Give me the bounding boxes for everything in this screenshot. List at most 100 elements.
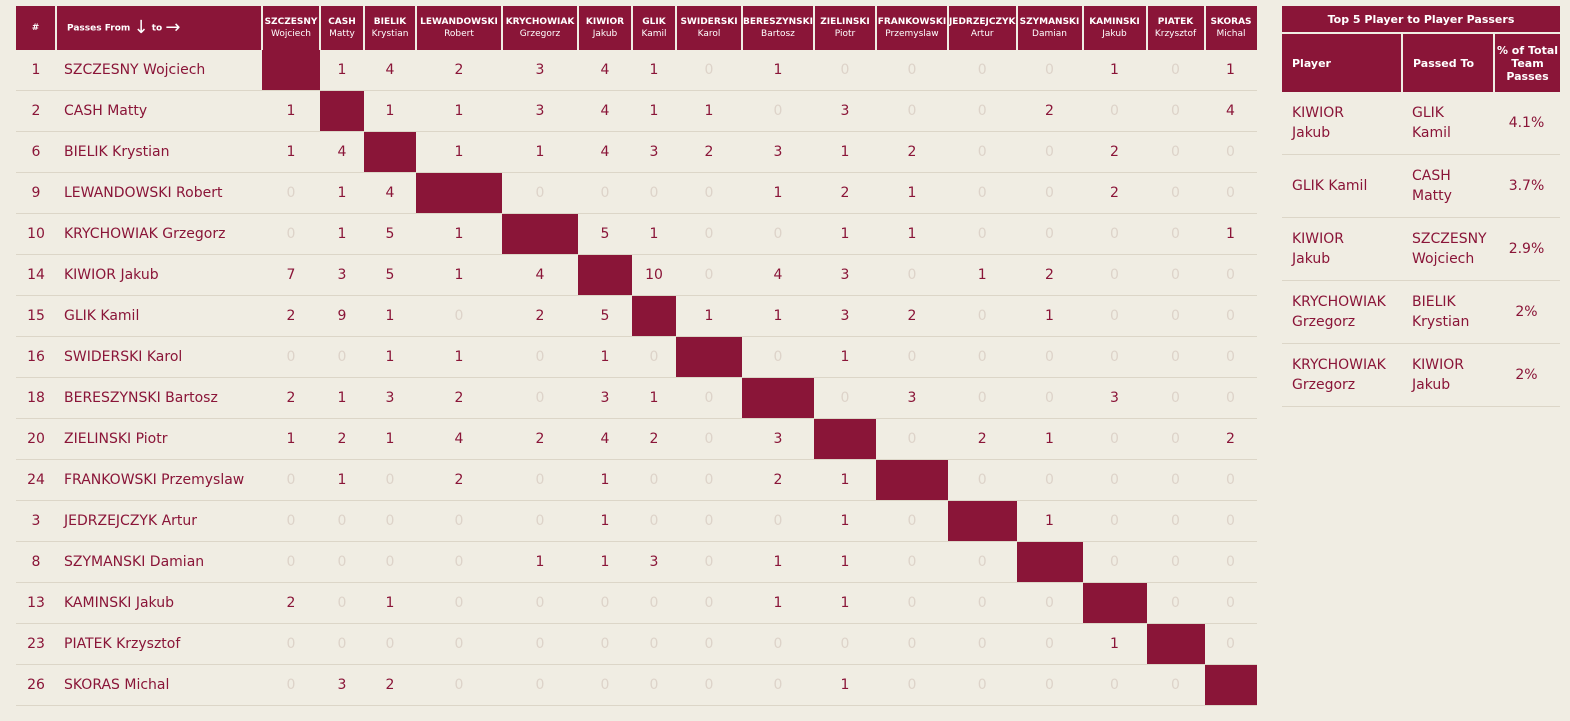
pass-count-cell: 0 [1082, 90, 1147, 132]
player-number: 9 [16, 172, 56, 214]
receiver-surname: ZIELINSKI [820, 17, 870, 27]
player-number: 18 [16, 377, 56, 419]
top5-passed-to: SZCZESNY Wojciech [1402, 217, 1494, 281]
pass-count-cell: 0 [742, 213, 814, 255]
passer-name: KAMINSKI Jakub [56, 582, 262, 624]
pass-count-cell: 0 [1016, 459, 1083, 501]
pass-count-cell: 2 [875, 131, 948, 173]
pass-count-cell: 0 [947, 541, 1017, 583]
passer-name: FRANKOWSKI Przemyslaw [56, 459, 262, 501]
pass-count-cell: 0 [1146, 131, 1205, 173]
pass-count-cell: 3 [875, 377, 948, 419]
pass-count-cell: 1 [1204, 213, 1257, 255]
table-row: 18 BERESZYNSKI Bartosz 2 1 3 2 0 3 1 0 0 3 0 0 3 0 0 [16, 377, 1257, 419]
receiver-firstname: Robert [444, 29, 474, 39]
pass-count-cell: 1 [262, 418, 320, 460]
pass-count-cell: 0 [320, 500, 364, 542]
pass-count-cell: 0 [1082, 254, 1147, 296]
top5-passed-to-line: Matty [1412, 188, 1452, 204]
pass-count-cell: 0 [676, 623, 742, 665]
diagonal-cell [1082, 582, 1147, 624]
pass-count-cell: 0 [1146, 377, 1205, 419]
pass-count-cell: 0 [1016, 336, 1083, 378]
pass-count-cell: 0 [1146, 50, 1205, 91]
receiver-surname: GLIK [642, 17, 666, 27]
pass-count-cell: 0 [875, 254, 948, 296]
top5-passed-to: BIELIK Krystian [1402, 280, 1494, 344]
player-number: 3 [16, 500, 56, 542]
pass-count-cell: 3 [320, 664, 364, 706]
matrix-header-row: # Passes From ↓ to → SZCZESNY Wojciech CAS… [16, 6, 1257, 50]
passer-name: GLIK Kamil [56, 295, 262, 337]
pass-count-cell: 0 [676, 664, 742, 706]
top5-passed-to-line: KIWIOR [1412, 357, 1465, 373]
pass-count-cell: 1 [364, 90, 416, 132]
receiver-surname: KAMINSKI [1089, 17, 1140, 27]
pass-count-cell: 0 [742, 90, 814, 132]
top5-pct: 3.7% [1494, 154, 1560, 218]
pass-count-cell: 1 [1016, 295, 1083, 337]
diagonal-cell [676, 336, 742, 378]
pass-count-cell: 0 [676, 377, 742, 419]
pass-count-cell: 0 [632, 664, 676, 706]
pass-count-cell: 0 [1204, 500, 1257, 542]
top5-title: Top 5 Player to Player Passers [1282, 6, 1560, 34]
pass-count-cell: 1 [320, 50, 364, 91]
diagonal-cell [262, 50, 320, 91]
diagonal-cell [364, 131, 416, 173]
pass-count-cell: 0 [947, 90, 1017, 132]
pass-count-cell: 1 [416, 336, 502, 378]
receiver-firstname: Kamil [641, 29, 667, 39]
receiver-surname: CASH [328, 17, 356, 27]
pass-count-cell: 1 [502, 541, 578, 583]
pass-count-cell: 2 [813, 172, 876, 214]
pass-count-cell: 1 [578, 541, 632, 583]
pass-count-cell: 0 [1146, 336, 1205, 378]
pass-count-cell: 0 [502, 500, 578, 542]
passer-name: SWIDERSKI Karol [56, 336, 262, 378]
pass-count-cell: 0 [742, 623, 814, 665]
pass-count-cell: 2 [1016, 254, 1083, 296]
pass-count-cell: 10 [632, 254, 676, 296]
diagonal-cell [320, 90, 364, 132]
pass-count-cell: 1 [813, 459, 876, 501]
pass-count-cell: 1 [813, 336, 876, 378]
pass-count-cell: 0 [1082, 418, 1147, 460]
pass-count-cell: 0 [1204, 172, 1257, 214]
player-number: 16 [16, 336, 56, 378]
pass-count-cell: 1 [416, 90, 502, 132]
diagonal-cell [502, 213, 578, 255]
passer-name: ZIELINSKI Piotr [56, 418, 262, 460]
pass-count-cell: 0 [1016, 582, 1083, 624]
pass-count-cell: 1 [632, 90, 676, 132]
pass-count-cell: 0 [1016, 623, 1083, 665]
table-row: KIWIOR Jakub GLIK Kamil 4.1% [1282, 92, 1560, 155]
receiver-firstname: Matty [329, 29, 355, 39]
pass-count-cell: 1 [364, 582, 416, 624]
top5-player: KIWIOR Jakub [1282, 217, 1402, 281]
pass-count-cell: 0 [1146, 90, 1205, 132]
passer-name: BERESZYNSKI Bartosz [56, 377, 262, 419]
pass-count-cell: 0 [320, 582, 364, 624]
pass-count-cell: 3 [813, 295, 876, 337]
pass-count-cell: 2 [502, 418, 578, 460]
pass-count-cell: 1 [416, 131, 502, 173]
pass-count-cell: 3 [320, 254, 364, 296]
receiver-firstname: Wojciech [270, 29, 312, 39]
pass-count-cell: 0 [1146, 213, 1205, 255]
pass-count-cell: 3 [364, 377, 416, 419]
pass-count-cell: 0 [1016, 213, 1083, 255]
table-row: 1 SZCZESNY Wojciech 1 4 2 3 4 1 0 1 0 0 0 0 1 0 1 [16, 50, 1257, 91]
pass-count-cell: 0 [1146, 582, 1205, 624]
pass-count-cell: 0 [1082, 459, 1147, 501]
pass-count-cell: 0 [320, 541, 364, 583]
pass-count-cell: 0 [262, 664, 320, 706]
receiver-firstname: Piotr [834, 29, 856, 39]
pass-count-cell: 2 [262, 377, 320, 419]
pass-count-cell: 0 [502, 377, 578, 419]
receiver-column-header: PIATEK Krzysztof [1146, 6, 1206, 50]
top5-passed-to-line: Jakub [1412, 377, 1451, 393]
diagonal-cell [416, 172, 502, 214]
pass-count-cell: 0 [416, 295, 502, 337]
top5-passed-to: KIWIOR Jakub [1402, 343, 1494, 407]
